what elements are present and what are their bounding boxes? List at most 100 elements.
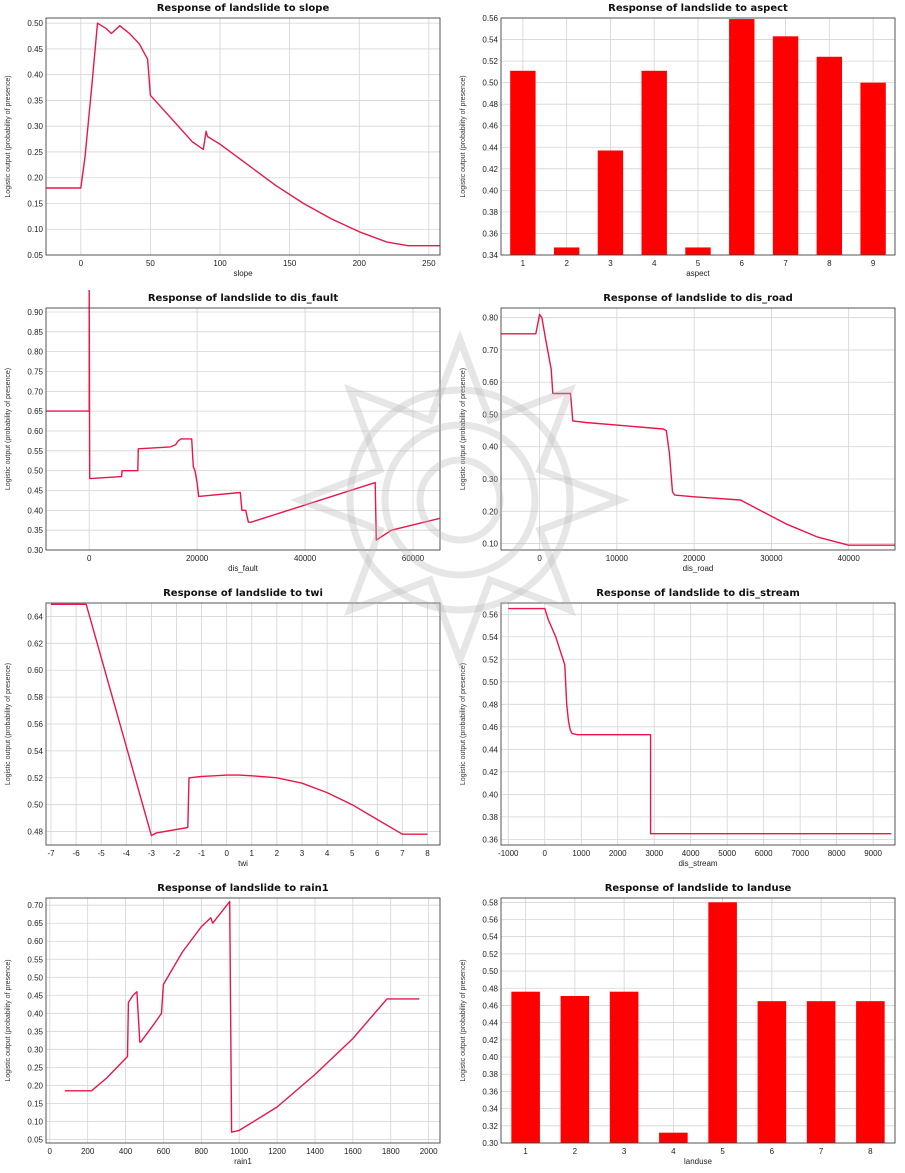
bar-7 [806, 1001, 836, 1143]
chart-title: Response of landslide to dis_fault [148, 293, 338, 304]
bar-2 [560, 996, 590, 1143]
x-tick-label: -7 [47, 849, 55, 858]
y-tick-label: 0.48 [482, 984, 498, 993]
y-tick-label: 0.40 [482, 1053, 498, 1062]
x-tick-label: 6 [375, 849, 380, 858]
x-tick-label: -4 [123, 849, 131, 858]
y-tick-label: 0.30 [482, 475, 498, 484]
x-tick-label: 30000 [760, 554, 783, 563]
chart-svg-aspect: Response of landslide to aspect 0.34 0.36 0… [460, 3, 896, 278]
plot-frame [45, 17, 441, 256]
bar-9 [860, 82, 886, 256]
y-tick-label: 0.56 [482, 915, 498, 924]
chart-panel-landuse: Response of landslide to landuse 0.30 0.32… [455, 880, 905, 1173]
y-tick-label: 0.05 [27, 1135, 43, 1144]
y-tick-label: 0.52 [27, 774, 43, 783]
x-tick-label: 8 [827, 259, 832, 268]
chart-panel-dis_fault: Response of landslide to dis_fault 0.30 0.… [0, 290, 450, 580]
y-tick-label: 0.65 [27, 919, 43, 928]
y-tick-label: 0.40 [27, 1009, 43, 1018]
x-tick-label: 0 [48, 1147, 53, 1156]
y-tick-label: 0.62 [27, 639, 43, 648]
chart-panel-dis_road: Response of landslide to dis_road 0.10 0.2… [455, 290, 905, 580]
y-tick-label: 0.45 [27, 45, 43, 54]
x-tick-label: 200 [81, 1147, 95, 1156]
y-tick-label: 0.10 [27, 225, 43, 234]
bar-2 [553, 247, 580, 255]
x-tick-label: 6000 [755, 849, 773, 858]
y-axis-label: Logistic output (probability of presence… [5, 75, 12, 197]
x-tick-label: 1000 [572, 849, 590, 858]
chart-title: Response of landslide to aspect [608, 3, 788, 14]
bar-7 [772, 36, 799, 256]
x-tick-label: 6 [770, 1147, 775, 1156]
chart-svg-dis_stream: Response of landslide to dis_stream 0.36 0… [460, 588, 896, 868]
chart-panel-twi: Response of landslide to twi 0.48 0.50 0.52… [0, 585, 450, 875]
chart-title: Response of landslide to dis_road [603, 293, 793, 304]
y-tick-label: 0.40 [482, 443, 498, 452]
y-tick-label: 0.15 [27, 199, 43, 208]
y-tick-label: 0.45 [27, 991, 43, 1000]
x-tick-label: 7000 [791, 849, 809, 858]
y-tick-label: 0.60 [27, 937, 43, 946]
y-tick-label: 0.40 [27, 506, 43, 515]
y-tick-label: 0.20 [27, 1081, 43, 1090]
x-tick-label: 2 [573, 1147, 578, 1156]
x-tick-label: 7 [783, 259, 788, 268]
chart-svg-twi: Response of landslide to twi 0.48 0.50 0.52… [5, 588, 441, 868]
x-tick-label: 600 [157, 1147, 171, 1156]
x-axis-label: dis_stream [678, 859, 717, 868]
y-tick-label: 0.52 [482, 57, 498, 66]
y-tick-label: 0.50 [482, 967, 498, 976]
y-tick-label: 0.35 [27, 96, 43, 105]
x-tick-label: 100 [213, 259, 227, 268]
y-axis-label: Logistic output (probability of presence… [460, 959, 467, 1081]
x-tick-label: 8 [425, 849, 430, 858]
y-tick-label: 0.80 [482, 314, 498, 323]
y-tick-label: 0.50 [27, 19, 43, 28]
x-tick-label: 6 [740, 259, 745, 268]
y-tick-label: 0.60 [482, 378, 498, 387]
y-tick-label: 0.40 [482, 790, 498, 799]
x-tick-label: 1 [250, 849, 255, 858]
chart-svg-dis_road: Response of landslide to dis_road 0.10 0.2… [460, 293, 896, 573]
response-curve [508, 607, 892, 835]
x-axis-label: dis_fault [228, 564, 259, 573]
y-tick-label: 0.70 [27, 901, 43, 910]
y-tick-label: 0.54 [482, 933, 498, 942]
y-tick-label: 0.10 [27, 1117, 43, 1126]
y-tick-label: 0.54 [482, 36, 498, 45]
bar-4 [641, 70, 667, 255]
chart-svg-rain1: Response of landslide to rain1 0.05 0.10 0.… [5, 883, 441, 1166]
x-tick-label: 9 [871, 259, 876, 268]
y-axis-label: Logistic output (probability of presence… [5, 368, 12, 490]
x-axis-label: slope [233, 269, 253, 278]
y-tick-label: 0.38 [482, 1070, 498, 1079]
y-tick-label: 0.48 [482, 100, 498, 109]
plot-frame [500, 897, 896, 1144]
grid-lines [501, 308, 895, 550]
x-tick-label: 1600 [344, 1147, 362, 1156]
chart-title: Response of landslide to slope [157, 3, 330, 14]
x-tick-label: 8 [868, 1147, 873, 1156]
x-tick-label: 10000 [606, 554, 629, 563]
x-tick-label: 4 [671, 1147, 676, 1156]
y-tick-label: 0.20 [482, 507, 498, 516]
y-tick-label: 0.44 [482, 1019, 498, 1028]
response-curve [501, 313, 895, 546]
y-tick-label: 0.75 [27, 367, 43, 376]
y-tick-label: 0.50 [27, 801, 43, 810]
y-tick-label: 0.54 [27, 747, 43, 756]
response-curve [64, 900, 420, 1133]
plot-frame [500, 307, 896, 551]
y-tick-label: 0.30 [27, 546, 43, 555]
x-tick-label: 200 [353, 259, 367, 268]
y-tick-label: 0.65 [27, 407, 43, 416]
x-axis-label: aspect [686, 269, 710, 278]
x-tick-label: 5000 [718, 849, 736, 858]
plot-frame [45, 897, 441, 1144]
y-tick-label: 0.56 [482, 610, 498, 619]
x-tick-label: 5 [720, 1147, 725, 1156]
y-tick-label: 0.35 [27, 526, 43, 535]
y-tick-label: 0.64 [27, 612, 43, 621]
